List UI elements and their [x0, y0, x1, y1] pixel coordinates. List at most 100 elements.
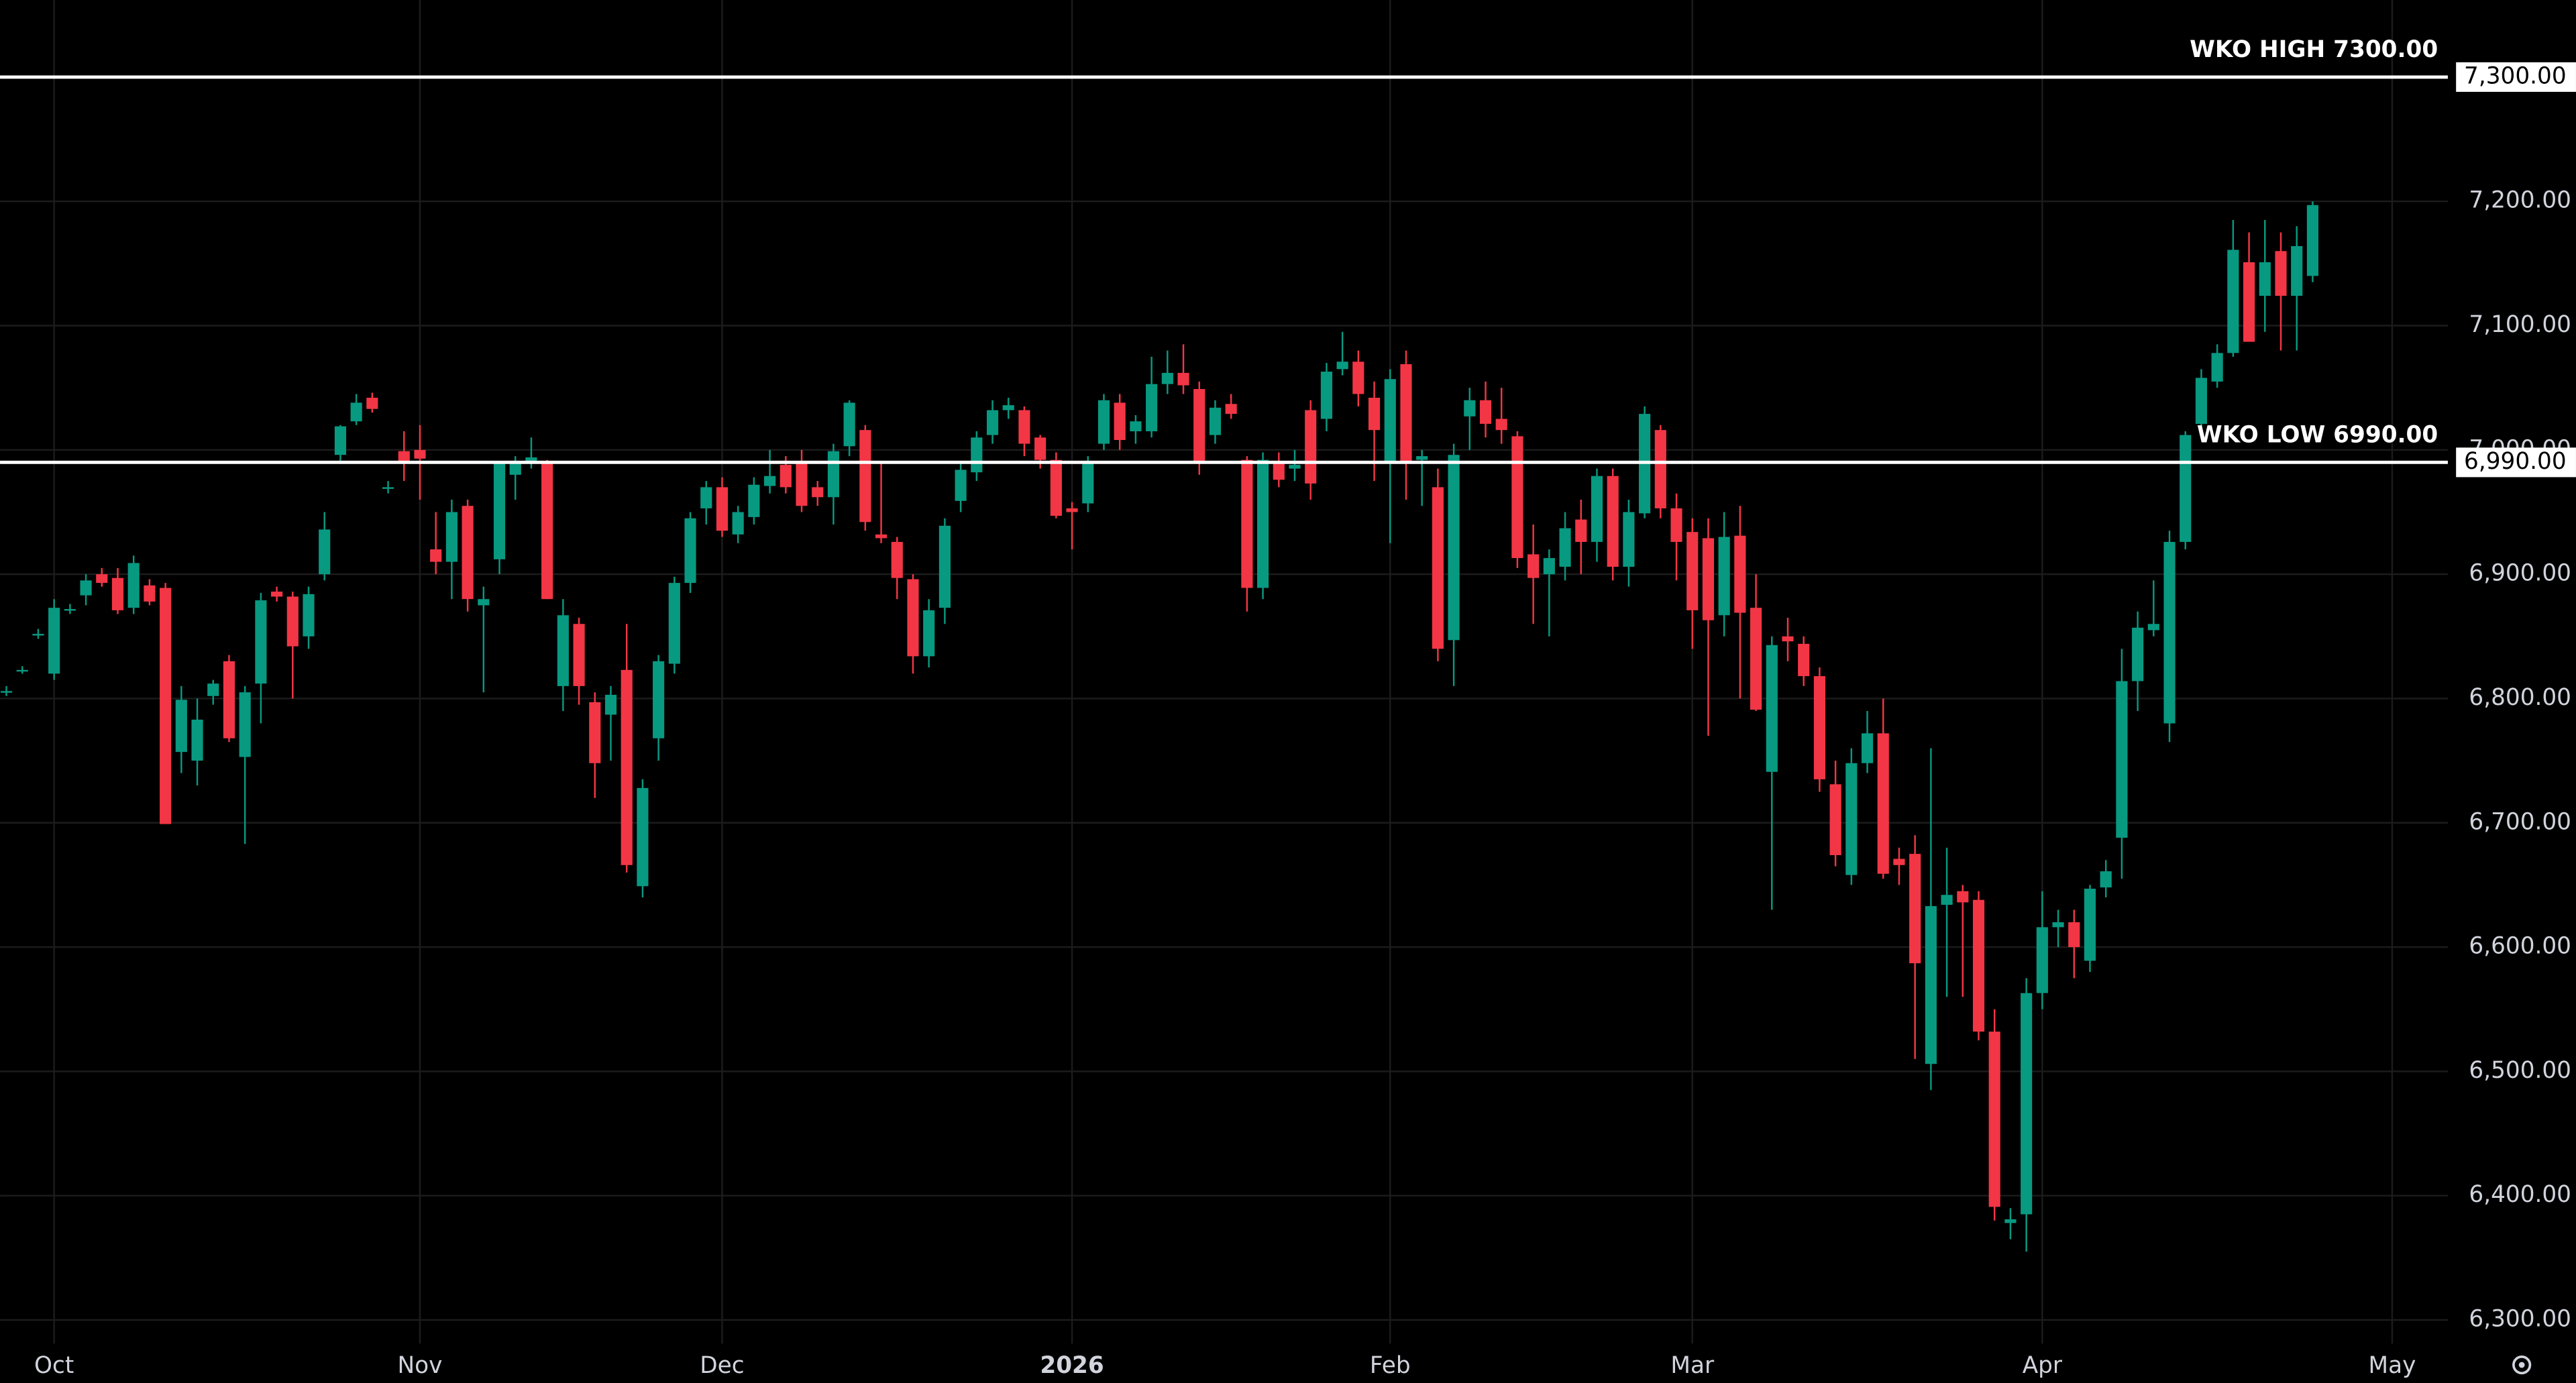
candle-body — [796, 462, 808, 506]
candle-body — [1718, 537, 1730, 616]
candle-body — [764, 476, 776, 486]
candle-body — [621, 669, 633, 865]
candle-body — [207, 683, 219, 696]
x-tick-label: May — [2369, 1352, 2416, 1379]
candle-body — [700, 487, 712, 508]
candle-body — [127, 563, 140, 608]
candle-body — [1957, 891, 1969, 903]
y-tick-label: 6,500.00 — [2469, 1057, 2571, 1084]
candle-body — [1988, 1032, 2000, 1207]
candle-body — [1161, 372, 1173, 384]
candle-body — [827, 451, 839, 498]
candle-body — [684, 518, 696, 584]
candle-body — [541, 462, 553, 600]
candle-body — [2211, 353, 2223, 382]
candle-body — [1130, 421, 1142, 432]
candle-body — [398, 451, 410, 461]
candle-body — [1813, 676, 1825, 779]
candle-body — [907, 579, 919, 657]
x-tick-label: Apr — [2023, 1352, 2063, 1379]
level-tag-box — [2456, 447, 2576, 478]
level-tag: 7,300.00 — [2464, 62, 2567, 89]
candle-body — [0, 691, 13, 693]
candle-body — [80, 580, 92, 596]
y-tick-label: 7,200.00 — [2469, 187, 2571, 214]
candle-body — [509, 462, 521, 475]
level-label: WKO LOW 6990.00 — [2197, 422, 2438, 449]
candle-body — [191, 719, 203, 761]
candle-body — [382, 487, 394, 489]
candle-body — [2052, 922, 2064, 928]
candle-body — [1432, 487, 1444, 649]
candle-body — [716, 487, 729, 531]
candle-body — [1289, 465, 1301, 469]
candle-body — [2084, 888, 2096, 961]
candle-body — [891, 541, 903, 578]
candle-body — [1623, 512, 1635, 567]
y-tick-label: 7,100.00 — [2469, 311, 2571, 338]
candle-body — [1416, 456, 1428, 460]
candle-body — [1686, 532, 1699, 610]
grid — [0, 0, 2448, 1344]
candle-body — [111, 577, 124, 610]
candle-body — [1654, 430, 1666, 508]
candle-body — [16, 669, 28, 672]
candle-body — [1925, 905, 1937, 1064]
candle-body — [223, 661, 235, 738]
candle-body — [1209, 407, 1222, 435]
candle-body — [875, 534, 888, 539]
candle-body — [1400, 364, 1412, 463]
candle-body — [1543, 558, 1555, 575]
candle-body — [64, 609, 76, 611]
candle-body — [1798, 643, 1810, 677]
y-tick-label: 6,900.00 — [2469, 560, 2571, 587]
candle-body — [2036, 927, 2048, 993]
candle-body — [1750, 608, 1762, 710]
gear[interactable] — [2512, 1355, 2532, 1375]
candle-body — [1193, 389, 1205, 463]
candle-body — [1575, 519, 1587, 542]
candle-body — [1225, 404, 1237, 414]
candle-body — [1018, 410, 1030, 444]
candle-body — [1352, 362, 1364, 394]
candle-body — [2180, 435, 2192, 542]
candle-body — [1591, 476, 1603, 542]
candle-body — [48, 608, 60, 674]
y-tick-label: 6,300.00 — [2469, 1306, 2571, 1333]
candle-body — [303, 594, 315, 637]
candle-body — [780, 465, 792, 488]
candle-body — [1082, 461, 1094, 504]
x-tick-label: 2026 — [1040, 1352, 1104, 1379]
x-tick-label: Dec — [700, 1352, 744, 1379]
candle-body — [1893, 859, 1905, 865]
candle-body — [2116, 681, 2128, 838]
candle-body — [1861, 733, 1874, 763]
candle-body — [255, 600, 267, 684]
candle-body — [1479, 400, 1492, 424]
candle-body — [971, 437, 983, 473]
candle-body — [2275, 251, 2287, 296]
candle-body — [2227, 250, 2239, 353]
candle-body — [2195, 378, 2208, 424]
y-tick-label: 6,400.00 — [2469, 1181, 2571, 1208]
candle-body — [2147, 624, 2159, 630]
candle-body — [1511, 436, 1523, 559]
x-tick-label: Oct — [34, 1352, 74, 1379]
candle-body — [668, 583, 680, 664]
candle-body — [1320, 372, 1332, 419]
settings-icon[interactable] — [2512, 1355, 2532, 1375]
candle-body — [430, 549, 442, 562]
candle-body — [1877, 733, 1889, 874]
candle-body — [525, 457, 537, 463]
candle-body — [2021, 993, 2033, 1215]
candle-body — [2243, 262, 2255, 342]
candle-body — [1670, 508, 1682, 542]
candle-body — [604, 694, 617, 715]
gear-center — [2518, 1362, 2525, 1368]
candle-body — [923, 610, 935, 657]
candle-body — [1241, 459, 1253, 588]
candle-body — [1066, 508, 1078, 512]
candle-body — [2068, 922, 2080, 948]
